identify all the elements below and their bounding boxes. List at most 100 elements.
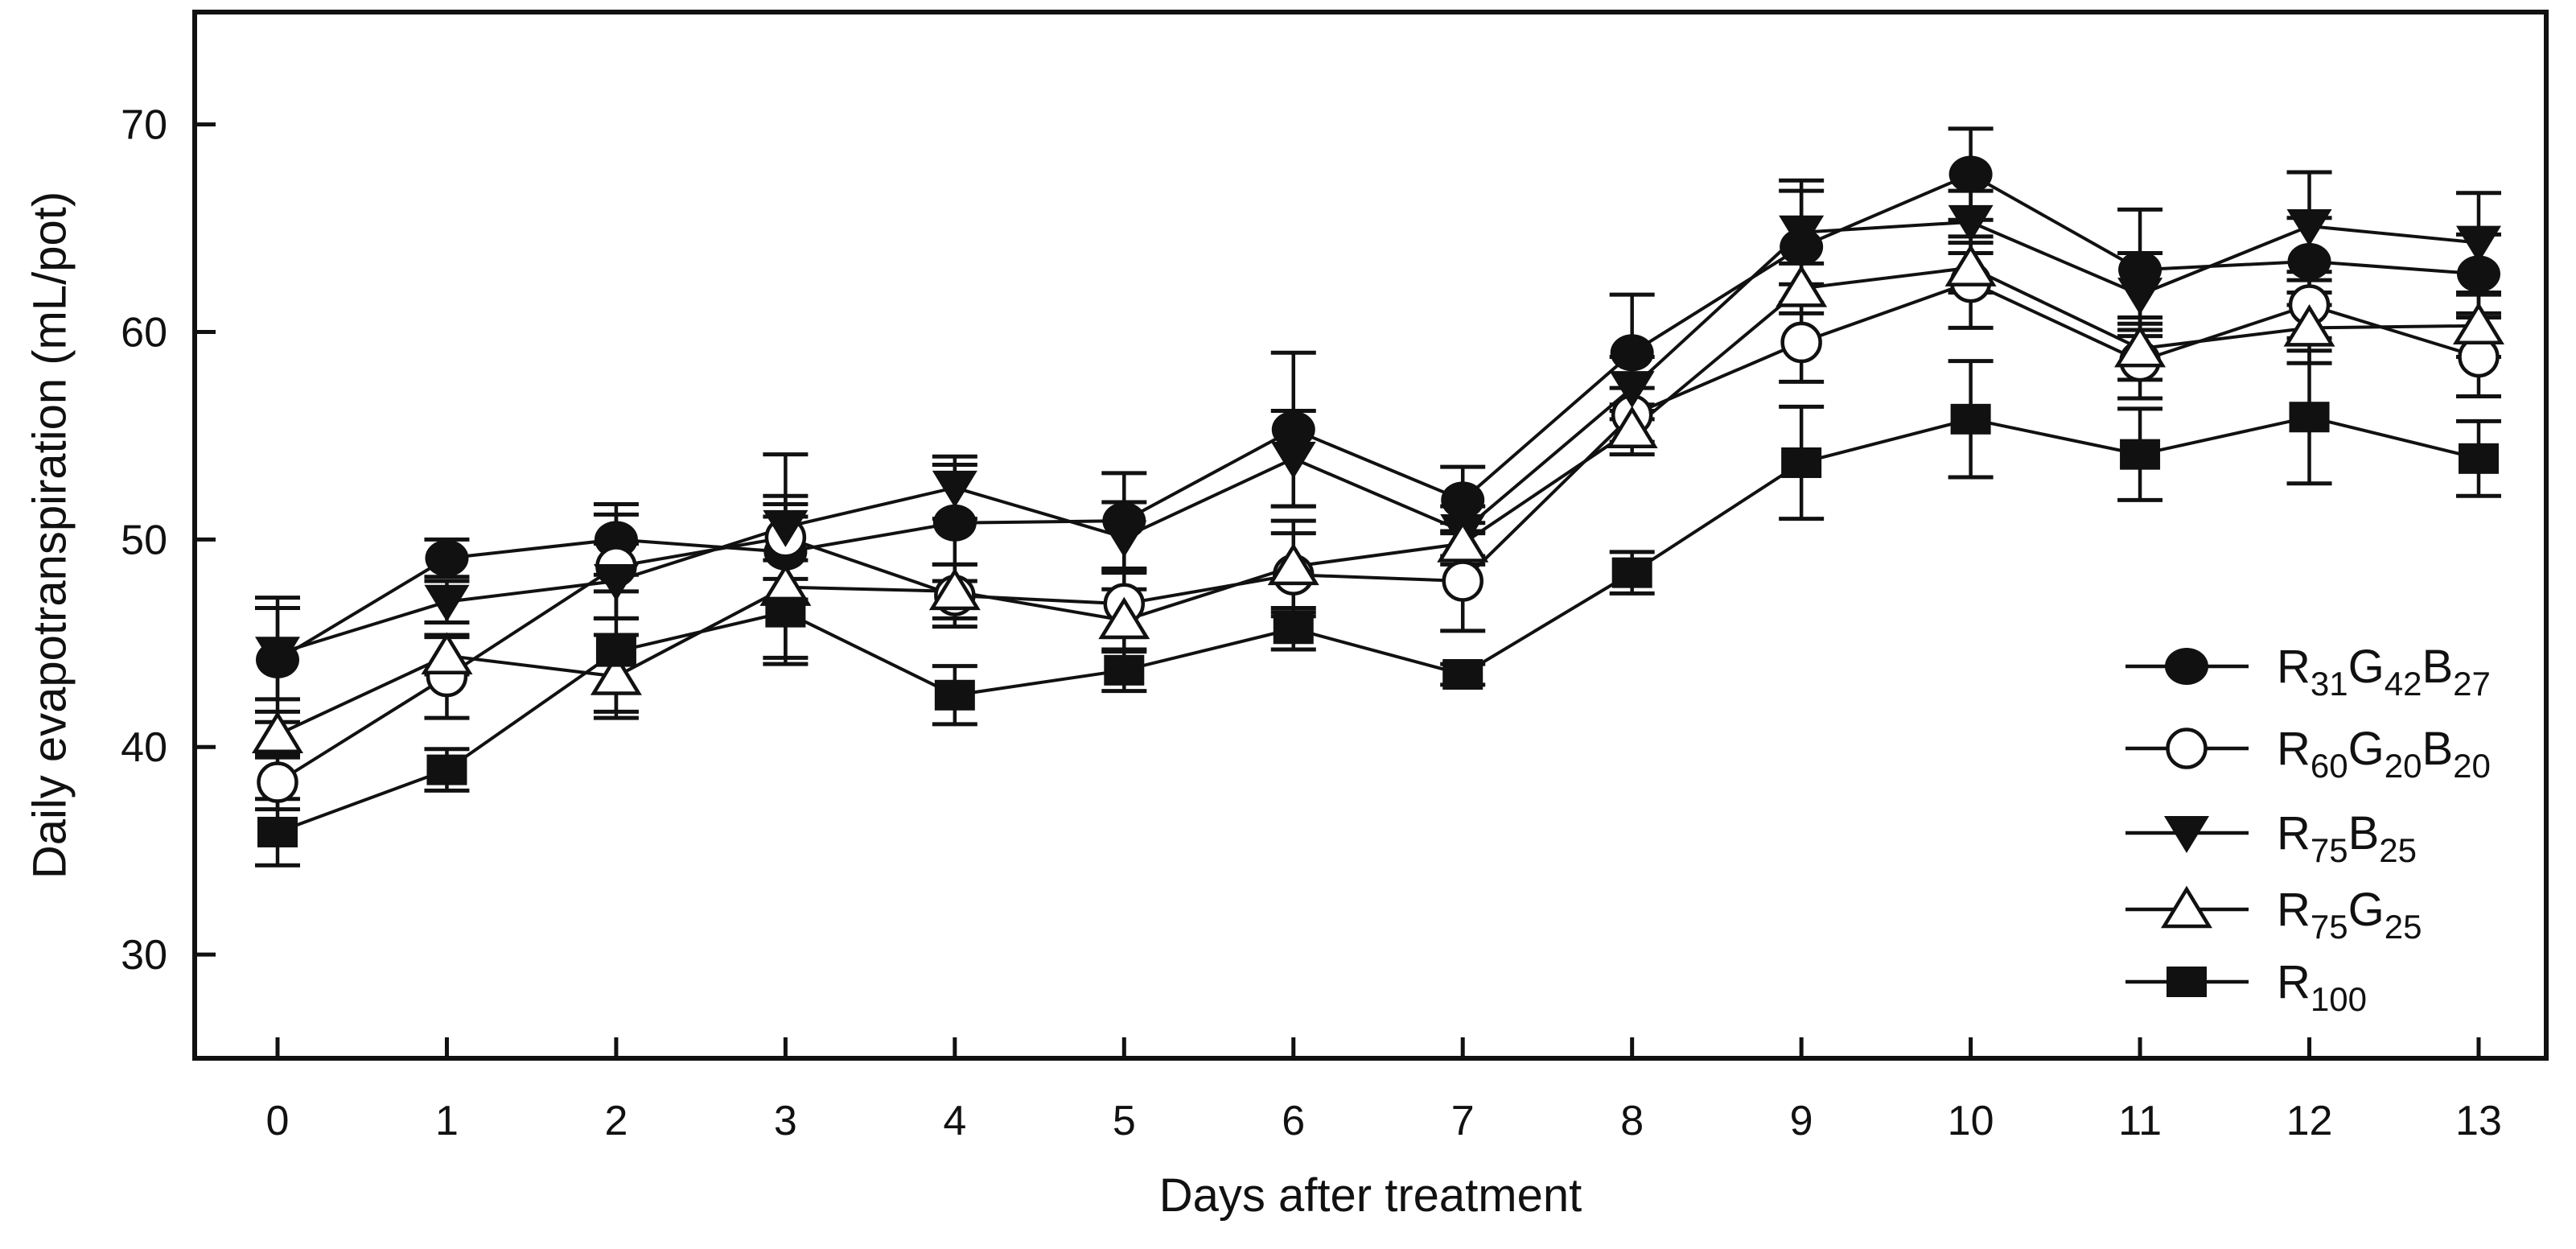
series-line (277, 220, 2479, 656)
x-tick-label: 6 (1282, 1098, 1305, 1144)
marker-circle-open (1780, 321, 1822, 364)
marker-square-filled (934, 679, 975, 711)
legend-item-R100: R100 (2125, 956, 2367, 1018)
x-tick-label: 1 (435, 1098, 459, 1144)
y-tick-label: 50 (121, 517, 167, 563)
series-R75B25 (255, 170, 2501, 702)
series-R31G42B27 (255, 126, 2501, 724)
marker-triangle-down-filled (1270, 441, 1316, 479)
marker-circle-open (257, 761, 298, 803)
y-tick-label: 70 (121, 102, 167, 149)
marker-square-filled (2120, 439, 2161, 470)
marker-triangle-up-open (421, 632, 473, 675)
y-tick-label: 40 (121, 724, 167, 771)
marker-triangle-up-open (1437, 520, 1489, 563)
series-R75G25 (255, 241, 2501, 760)
x-tick-label: 10 (1948, 1098, 1994, 1144)
marker-square-filled (1781, 447, 1822, 478)
marker-triangle-up-open (928, 567, 981, 611)
legend-label: R75G25 (2277, 884, 2422, 946)
plot-frame (192, 10, 2549, 1061)
x-tick-label: 11 (2118, 1098, 2162, 1144)
marker-triangle-up-open (590, 653, 642, 695)
marker-triangle-down-filled (1101, 520, 1147, 558)
marker-square-filled (2167, 967, 2207, 997)
marker-triangle-down-filled (763, 509, 809, 547)
marker-square-filled (1442, 658, 1483, 690)
marker-triangle-down-filled (2455, 225, 2501, 263)
marker-square-filled (595, 636, 636, 667)
series-R60G20B20 (255, 234, 2501, 812)
x-tick-label: 0 (266, 1098, 290, 1144)
x-tick-label: 8 (1620, 1098, 1644, 1144)
marker-square-filled (2458, 443, 2499, 474)
legend-label: R31G42B27 (2277, 641, 2491, 703)
marker-triangle-down-filled (1948, 204, 1994, 242)
marker-square-filled (1950, 403, 1991, 435)
marker-triangle-up-open (2283, 304, 2335, 347)
marker-triangle-down-filled (1779, 215, 1825, 253)
x-tick-label: 13 (2455, 1098, 2502, 1144)
marker-triangle-up-open (2114, 324, 2167, 368)
marker-circle-filled (2287, 242, 2331, 280)
marker-triangle-up-open (251, 711, 304, 754)
marker-square-filled (765, 596, 806, 628)
marker-square-filled (426, 754, 467, 785)
marker-triangle-down-filled (424, 584, 470, 622)
marker-square-filled (2289, 402, 2330, 433)
marker-circle-filled (2456, 255, 2500, 293)
marker-triangle-down-filled (1609, 371, 1655, 409)
marker-triangle-up-open (1606, 406, 1658, 448)
marker-circle-filled (1271, 410, 1315, 448)
y-tick-label: 60 (121, 310, 167, 357)
series-line (277, 415, 2479, 834)
legend-item-R75G25: R75G25 (2125, 884, 2422, 946)
marker-circle-filled (1610, 334, 1654, 372)
marker-triangle-down-filled (2286, 209, 2332, 247)
legend-label: R60G20B20 (2277, 723, 2491, 785)
legend-label: R75B25 (2277, 807, 2417, 869)
marker-triangle-up-open (1098, 596, 1150, 640)
series-line (276, 172, 2479, 662)
series-line (277, 266, 2479, 736)
series-markers-R75B25 (255, 204, 2501, 674)
marker-triangle-down-filled (932, 470, 977, 508)
legend-label: R100 (2277, 956, 2367, 1018)
marker-triangle-down-filled (2164, 816, 2209, 853)
series-markers-R60G20B20 (257, 261, 2500, 803)
series-markers-R31G42B27 (256, 155, 2500, 678)
marker-triangle-up-open (1944, 244, 1997, 286)
marker-circle-filled (594, 521, 638, 559)
x-tick-label: 12 (2286, 1098, 2333, 1144)
marker-circle-open (2166, 728, 2208, 769)
y-axis-title: Daily evapotranspiration (mL/pot) (23, 191, 76, 880)
y-tick-label: 30 (121, 932, 167, 979)
x-tick-label: 7 (1451, 1098, 1475, 1144)
marker-circle-filled (1441, 481, 1485, 519)
marker-triangle-up-open (1267, 542, 1319, 586)
series-markers-R100 (257, 402, 2499, 847)
x-tick-label: 5 (1113, 1098, 1136, 1144)
x-tick-label: 3 (774, 1098, 797, 1144)
marker-circle-open (1442, 560, 1483, 602)
legend: R31G42B27 R60G20B20 R75B25 R75G25 R100 (2125, 641, 2491, 1018)
marker-square-filled (1104, 654, 1145, 686)
x-tick-label: 2 (604, 1098, 628, 1144)
marker-triangle-down-filled (593, 563, 639, 601)
y-axis: 30 40 50 60 70 (121, 102, 216, 979)
x-tick-label: 4 (943, 1098, 966, 1144)
x-axis: 0 1 2 3 4 5 6 7 8 9 10 11 12 13 (266, 1037, 2502, 1144)
marker-circle-filled (932, 504, 977, 542)
legend-item-R60G20B20: R60G20B20 (2125, 723, 2491, 785)
marker-circle-filled (1948, 155, 1993, 193)
marker-square-filled (1611, 557, 1652, 588)
marker-triangle-up-open (1776, 265, 1828, 307)
legend-item-R31G42B27: R31G42B27 (2125, 641, 2491, 703)
x-tick-label: 9 (1790, 1098, 1813, 1144)
marker-triangle-up-open (2160, 885, 2213, 929)
legend-item-R75B25: R75B25 (2125, 807, 2417, 869)
marker-triangle-up-open (2452, 302, 2504, 345)
series-markers-R75G25 (251, 244, 2504, 754)
